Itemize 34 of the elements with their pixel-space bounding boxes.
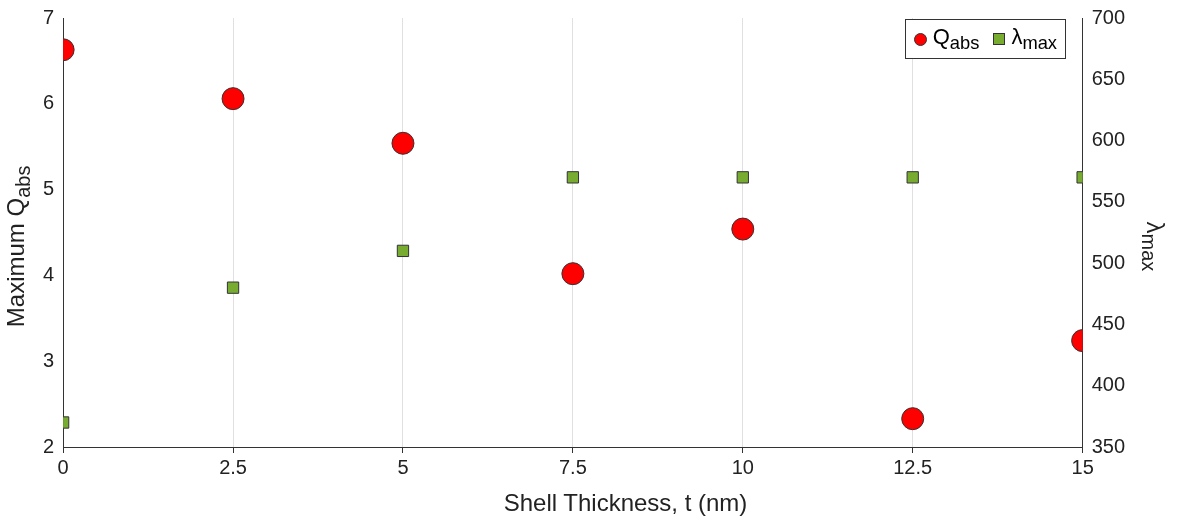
legend-label: Q$_{abs}$ [932, 24, 980, 55]
y2-tick-label: 450 [1091, 311, 1126, 334]
x-tick-label: 15 [1071, 455, 1094, 478]
point [391, 131, 415, 155]
y-tick-label: 7 [43, 5, 55, 28]
x-tick-label: 10 [731, 455, 754, 478]
y2-tick-label: 500 [1091, 250, 1126, 273]
x-tick-label: 12.5 [893, 455, 933, 478]
point [901, 407, 925, 431]
y2-tick-label: 550 [1091, 189, 1126, 212]
y2-tick-label: 350 [1091, 434, 1126, 457]
y2-tick-label: 700 [1091, 5, 1126, 28]
y-tick-label: 5 [43, 177, 55, 200]
y-tick-label: 2 [43, 434, 55, 457]
x-tick-label: 2.5 [219, 455, 247, 478]
x-tick-label: 7.5 [558, 455, 587, 478]
point [226, 281, 240, 294]
y-tick-label: 6 [43, 91, 55, 114]
point [396, 244, 410, 258]
y-tick-label: 3 [43, 348, 55, 371]
y-tick-label: 4 [43, 262, 55, 285]
point [736, 171, 749, 184]
x-tick-label: 5 [397, 455, 409, 478]
x-tick-label: 0 [57, 455, 69, 478]
y2-tick-label: 400 [1091, 373, 1126, 396]
x-axis-title: Shell Thickness, t (nm) [503, 489, 748, 517]
point [221, 87, 245, 111]
point [731, 217, 755, 241]
legend-label: λ$_{max}$ [1011, 24, 1057, 55]
y2-tick-label: 600 [1091, 128, 1126, 151]
point [561, 262, 585, 286]
point [566, 171, 580, 184]
y2-tick-label: 650 [1091, 66, 1126, 89]
point [906, 171, 919, 184]
